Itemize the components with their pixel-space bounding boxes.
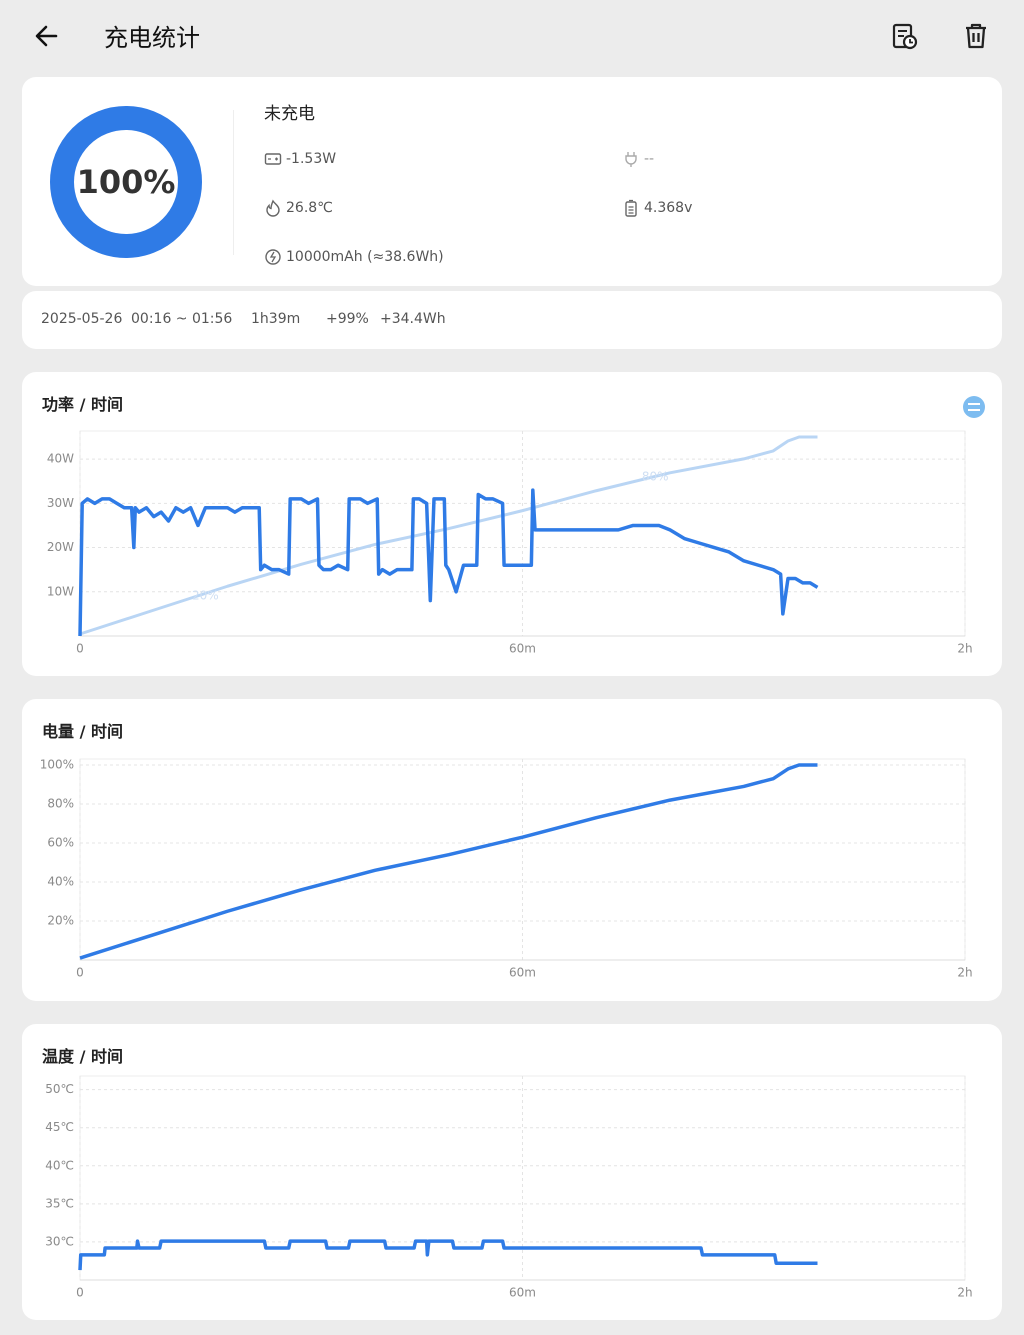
y-tick-label: 20W xyxy=(47,540,74,554)
chart-title: 电量 / 时间 xyxy=(42,722,123,741)
y-tick-label: 30℃ xyxy=(45,1234,74,1248)
y-tick-label: 80% xyxy=(47,797,74,811)
session-card: 2025-05-26 00:16 ~ 01:56 1h39m +99% +34.… xyxy=(22,291,1002,349)
x-tick-label: 60m xyxy=(509,966,536,980)
y-tick-label: 20% xyxy=(47,914,74,928)
y-tick-label: 40% xyxy=(47,875,74,889)
session-time: 00:16 ~ 01:56 xyxy=(131,311,233,327)
icon-plug xyxy=(625,152,637,167)
x-tick-label: 60m xyxy=(509,642,536,656)
data-line xyxy=(78,488,819,637)
y-tick-label: 40℃ xyxy=(45,1158,74,1172)
chart-title: 温度 / 时间 xyxy=(41,1047,123,1066)
battery-ring: 100% xyxy=(50,106,202,258)
x-tick-label: 2h xyxy=(957,642,972,656)
session-percent: +99% xyxy=(326,311,369,327)
voltage-value: 4.368v xyxy=(644,200,693,216)
y-tick-label: 60% xyxy=(47,836,74,850)
divider xyxy=(233,110,234,255)
history-button[interactable] xyxy=(888,20,920,52)
temperature-value: 26.8℃ xyxy=(286,200,333,216)
icon-battery xyxy=(264,153,282,165)
icon-voltage xyxy=(625,199,637,217)
charge-state: 未充电 xyxy=(264,104,315,124)
x-tick-label: 0 xyxy=(76,1286,84,1300)
y-tick-label: 50℃ xyxy=(45,1082,74,1096)
temperature-card: 温度 / 时间 30℃ 35℃ 40℃ 45℃ 50℃ 0 60m 2h xyxy=(22,1024,1002,1320)
ring-level xyxy=(50,106,202,258)
battery-card: 电量 / 时间 20% 40% 60% 80% 100% 0 60m 2h xyxy=(22,699,1002,1001)
stat-voltage: 4.368v xyxy=(622,199,692,217)
battery-line xyxy=(79,435,818,636)
data-line xyxy=(79,763,818,960)
annotation: 80% xyxy=(642,469,669,483)
input-value: -- xyxy=(644,151,655,167)
battery-level: 100% xyxy=(77,163,176,201)
toggle-button[interactable] xyxy=(963,396,985,418)
annotation: 20% xyxy=(192,589,219,603)
y-tick-label: 100% xyxy=(40,758,74,772)
y-tick-label: 45℃ xyxy=(45,1120,74,1134)
page-title: 充电统计 xyxy=(104,24,200,52)
delete-button[interactable] xyxy=(960,20,992,52)
x-tick-label: 2h xyxy=(957,966,972,980)
session-duration: 1h39m xyxy=(251,311,301,327)
icon-temperature xyxy=(266,199,280,217)
power-card: 功率 / 时间 10W 20W 30W 40W 0 60m 2h 20% 80% xyxy=(22,372,1002,676)
x-tick-label: 60m xyxy=(509,1286,536,1300)
temperature-chart: 温度 / 时间 30℃ 35℃ 40℃ 45℃ 50℃ 0 60m 2h xyxy=(41,1047,973,1300)
capacity-value: 10000mAh (≈38.6Wh) xyxy=(286,249,444,265)
y-tick-label: 10W xyxy=(47,584,74,598)
icon-capacity xyxy=(265,249,281,265)
session-energy: +34.4Wh xyxy=(380,311,446,327)
toggle-glyph xyxy=(968,403,980,411)
battery-chart: 电量 / 时间 20% 40% 60% 80% 100% 0 60m 2h xyxy=(40,722,973,980)
stat-input: -- xyxy=(622,150,654,168)
chart-title: 功率 / 时间 xyxy=(42,395,123,414)
stat-power: -1.53W xyxy=(264,150,336,168)
y-tick-label: 40W xyxy=(47,452,74,466)
y-tick-label: 30W xyxy=(47,496,74,510)
session-date: 2025-05-26 xyxy=(41,311,123,327)
y-tick-label: 35℃ xyxy=(45,1196,74,1210)
back-button[interactable] xyxy=(30,20,62,52)
x-tick-label: 2h xyxy=(957,1286,972,1300)
power-value: -1.53W xyxy=(286,151,337,167)
x-tick-label: 0 xyxy=(76,966,84,980)
stat-capacity: 10000mAh (≈38.6Wh) xyxy=(264,248,444,266)
stat-temperature: 26.8℃ xyxy=(264,199,333,217)
toggle-icon xyxy=(963,396,985,418)
data-line xyxy=(78,1239,818,1271)
status-card: 100% 未充电 -1.53W -- 26.8℃ 4.368v 10000mAh… xyxy=(22,77,1002,286)
x-tick-label: 0 xyxy=(76,642,84,656)
power-chart: 功率 / 时间 10W 20W 30W 40W 0 60m 2h 20% 80% xyxy=(42,395,985,656)
